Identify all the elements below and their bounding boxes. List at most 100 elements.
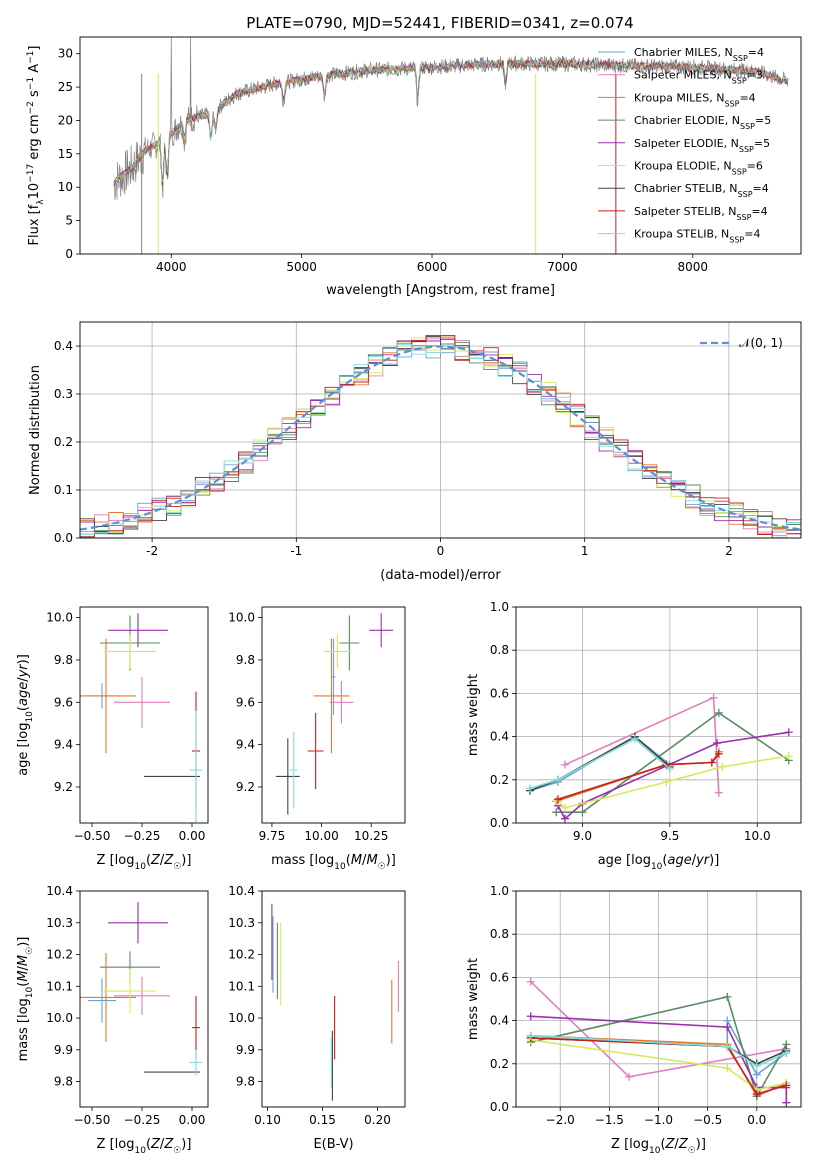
x-tick-label: 9.75 bbox=[259, 829, 286, 843]
weight-line bbox=[555, 751, 720, 803]
y-tick-label: 0.3 bbox=[54, 387, 73, 401]
legend-entry: Kroupa ELODIE, NSSP=6 bbox=[634, 160, 763, 177]
weight-marker bbox=[526, 1031, 535, 1040]
weight-marker bbox=[526, 1012, 535, 1021]
y-tick-label: 10.0 bbox=[228, 1011, 255, 1025]
plot-area bbox=[271, 903, 399, 1101]
x-axis-label: Z [log10(Z/Z☉)] bbox=[611, 1137, 706, 1156]
y-tick-label: 10.2 bbox=[46, 948, 73, 962]
weight-marker bbox=[713, 739, 722, 748]
x-tick-label: 7000 bbox=[547, 260, 578, 274]
weight-marker bbox=[560, 760, 569, 769]
residual-histogram bbox=[80, 343, 801, 535]
y-tick-label: 10.3 bbox=[228, 916, 255, 930]
y-tick-label: 10.0 bbox=[228, 611, 255, 625]
weight-marker bbox=[526, 977, 535, 986]
y-axis-label: mass weight bbox=[466, 958, 481, 1040]
mass-age-panel: 9.75 10.00 10.25 9.2 9.4 9.6 9.8 10.0 mass [log1… bbox=[228, 606, 406, 872]
weight-marker bbox=[782, 1081, 791, 1090]
y-tick-label: 9.2 bbox=[236, 780, 255, 794]
weight-marker bbox=[714, 749, 723, 758]
y-axis-label: mass weight bbox=[466, 674, 481, 756]
z-age-panel: −0.50 −0.25 0.00 9.2 9.4 9.6 9.8 10.0 Z [log10(Z… bbox=[16, 606, 209, 872]
x-tick-label: −0.50 bbox=[74, 829, 111, 843]
x-axis-label: (data-model)/error bbox=[380, 568, 501, 583]
y-axis-label: age [log10(age/yr)] bbox=[16, 654, 35, 776]
y-tick-label: 15 bbox=[58, 147, 73, 161]
x-tick-label: 0.00 bbox=[179, 829, 206, 843]
x-tick-label: 0 bbox=[437, 544, 445, 558]
weight-marker bbox=[714, 788, 723, 797]
axes-frame bbox=[261, 606, 406, 824]
legend-entry: Kroupa MILES, NSSP=4 bbox=[634, 91, 756, 108]
y-tick-label: 10.4 bbox=[228, 884, 255, 898]
plot-area bbox=[526, 977, 791, 1107]
weight-line bbox=[556, 711, 790, 813]
residual-histogram bbox=[80, 336, 801, 534]
legend-entry: 𝒩(0, 1) bbox=[739, 336, 783, 350]
weight-marker bbox=[707, 758, 716, 767]
x-tick-label: −0.5 bbox=[693, 1113, 722, 1127]
legend-entry: Salpeter STELIB, NSSP=4 bbox=[634, 205, 768, 222]
weight-marker bbox=[782, 1098, 791, 1107]
x-tick-label: 9.5 bbox=[660, 829, 679, 843]
x-tick-label: −1.5 bbox=[595, 1113, 624, 1127]
x-tick-label: −0.50 bbox=[74, 1113, 111, 1127]
plot-area bbox=[80, 902, 202, 1076]
axes-frame bbox=[79, 36, 802, 255]
weight-marker bbox=[553, 775, 562, 784]
y-tick-label: 10.0 bbox=[46, 1011, 73, 1025]
spectrum-panel: 4000 5000 6000 7000 8000 0 5 10 15 20 25 30 waveleng… bbox=[26, 36, 802, 298]
y-tick-label: 5 bbox=[65, 214, 73, 228]
weight-line bbox=[530, 995, 787, 1099]
model-spectrum-line bbox=[113, 59, 789, 184]
weight-marker bbox=[784, 752, 793, 761]
weight-marker bbox=[782, 1049, 791, 1057]
y-tick-label: 9.4 bbox=[54, 738, 73, 752]
weight-marker bbox=[709, 693, 718, 702]
weight-marker bbox=[723, 1064, 732, 1073]
weight-marker bbox=[560, 814, 569, 823]
x-tick-label: 0.00 bbox=[179, 1113, 206, 1127]
weight-marker bbox=[525, 784, 534, 793]
x-tick-label: 4000 bbox=[156, 260, 187, 274]
x-tick-label: −2.0 bbox=[546, 1113, 575, 1127]
weight-marker bbox=[560, 803, 569, 812]
x-tick-label: −1.0 bbox=[644, 1113, 673, 1127]
x-axis-label: Z [log10(Z/Z☉)] bbox=[97, 853, 192, 872]
x-tick-label: 0.15 bbox=[309, 1113, 336, 1127]
y-tick-label: 20 bbox=[58, 113, 73, 127]
y-tick-label: 30 bbox=[58, 47, 73, 61]
z-mass-panel: −0.50 −0.25 0.00 9.8 9.9 10.0 10.1 10.2 10.3 10.4… bbox=[16, 884, 209, 1156]
y-tick-label: 10.1 bbox=[228, 979, 255, 993]
y-tick-label: 9.6 bbox=[54, 695, 73, 709]
plot-area bbox=[525, 693, 793, 823]
y-axis-label: Flux [fλ10−17 erg cm−2 s−1 A−1] bbox=[26, 46, 46, 246]
x-axis-label: Z [log10(Z/Z☉)] bbox=[97, 1137, 192, 1156]
y-tick-label: 10.2 bbox=[228, 948, 255, 962]
y-tick-label: 0.8 bbox=[490, 927, 509, 941]
y-tick-label: 0 bbox=[65, 247, 73, 261]
legend-entry: Salpeter MILES, NSSP=3 bbox=[634, 69, 763, 86]
z-weight-panel: −2.0 −1.5 −1.0 −0.5 0.0 0.0 0.2 0.4 0.6 0.8 1.0 Z [… bbox=[466, 884, 802, 1156]
y-tick-label: 9.9 bbox=[236, 1043, 255, 1057]
weight-marker bbox=[578, 808, 587, 817]
weight-marker bbox=[718, 762, 727, 771]
residual-histogram bbox=[80, 334, 801, 538]
y-tick-label: 0.6 bbox=[490, 686, 509, 700]
y-tick-label: 9.8 bbox=[54, 653, 73, 667]
x-tick-label: 9.0 bbox=[573, 829, 592, 843]
weight-marker bbox=[714, 708, 723, 717]
y-tick-label: 0.2 bbox=[54, 435, 73, 449]
figure-title: PLATE=0790, MJD=52441, FIBERID=0341, z=0… bbox=[246, 14, 633, 32]
age-weight-panel: 9.0 9.5 10.0 0.0 0.2 0.4 0.6 0.8 1.0 age [log10(a… bbox=[466, 600, 802, 872]
weight-line bbox=[530, 1037, 787, 1095]
normal-curve bbox=[80, 345, 801, 531]
x-tick-label: 6000 bbox=[417, 260, 448, 274]
y-tick-label: 1.0 bbox=[490, 600, 509, 614]
x-tick-label: 0.10 bbox=[254, 1113, 281, 1127]
weight-marker bbox=[665, 765, 674, 773]
weight-marker bbox=[784, 728, 793, 737]
weight-marker bbox=[553, 795, 562, 804]
x-tick-label: 5000 bbox=[286, 260, 317, 274]
